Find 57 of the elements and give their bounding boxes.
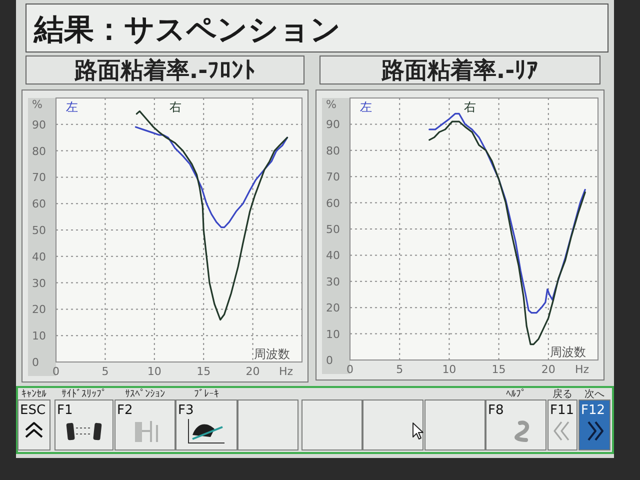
y-tick: 20: [32, 303, 46, 316]
y-tick: 10: [326, 328, 340, 341]
y-tick: 40: [32, 250, 46, 264]
button-key: F1: [57, 403, 73, 418]
y-tick: 0: [32, 356, 39, 369]
y-tick: 40: [326, 249, 340, 262]
legend: 右: [169, 100, 182, 114]
y-tick: 20: [326, 302, 340, 315]
annotation: Hz: [574, 363, 590, 376]
y-tick: 60: [326, 196, 340, 210]
x-tick: 10: [442, 363, 456, 376]
y-tick: 70: [32, 171, 46, 184]
y-tick: 50: [326, 223, 340, 236]
legend: 左: [360, 100, 372, 114]
x-tick: 20: [246, 365, 260, 378]
button-caption: ｻｲﾄﾞｽﾘｯﾌﾟ: [62, 389, 106, 400]
ylabel: %: [32, 98, 42, 111]
y-tick: 90: [326, 118, 340, 132]
xlabel: 周波数: [254, 347, 290, 361]
ylabel: %: [326, 98, 336, 111]
button-caption: 戻る: [552, 389, 572, 400]
title: 路面粘着率.-ﾘｱ: [381, 58, 539, 84]
y-tick: 10: [32, 330, 46, 343]
button-key: F2: [117, 403, 133, 418]
title: 結果：サスペンション: [34, 12, 341, 48]
y-tick: 30: [32, 276, 46, 290]
x-tick: 15: [492, 363, 506, 376]
y-tick: 0: [326, 354, 333, 367]
y-tick: 30: [326, 275, 340, 288]
xlabel: 周波数: [550, 345, 586, 359]
button-caption: ﾌﾞﾚｰｷ: [194, 389, 219, 400]
x-tick: 5: [396, 363, 404, 376]
y-tick: 80: [32, 144, 46, 158]
x-tick: 0: [346, 363, 354, 376]
button-key: F12: [581, 403, 606, 418]
y-tick: 60: [32, 198, 46, 211]
x-tick: 5: [102, 365, 109, 378]
button-key: F3: [178, 403, 194, 418]
legend: 右: [464, 100, 476, 114]
x-tick: 15: [196, 365, 211, 378]
button-caption: ﾍﾙﾌﾟ: [506, 389, 526, 400]
x-tick: 10: [147, 365, 162, 378]
y-tick: 90: [32, 118, 46, 132]
title: 路面粘着率.-ﾌﾛﾝﾄ: [74, 58, 256, 84]
y-tick: 70: [326, 170, 340, 184]
y-tick: 80: [326, 144, 340, 158]
button-caption: ｻｽﾍﾟﾝｼｮﾝ: [125, 389, 165, 400]
button-key: F11: [550, 403, 574, 418]
legend: 左: [66, 100, 78, 114]
button-key: F8: [488, 403, 504, 418]
button-caption: ｷｬﾝｾﾙ: [22, 389, 46, 400]
x-tick: 0: [52, 365, 60, 378]
y-tick: 50: [32, 224, 46, 237]
x-tick: 20: [541, 363, 556, 376]
button-caption: 次へ: [584, 389, 604, 400]
button-key: ESC: [20, 403, 46, 418]
annotation: Hz: [278, 365, 294, 378]
